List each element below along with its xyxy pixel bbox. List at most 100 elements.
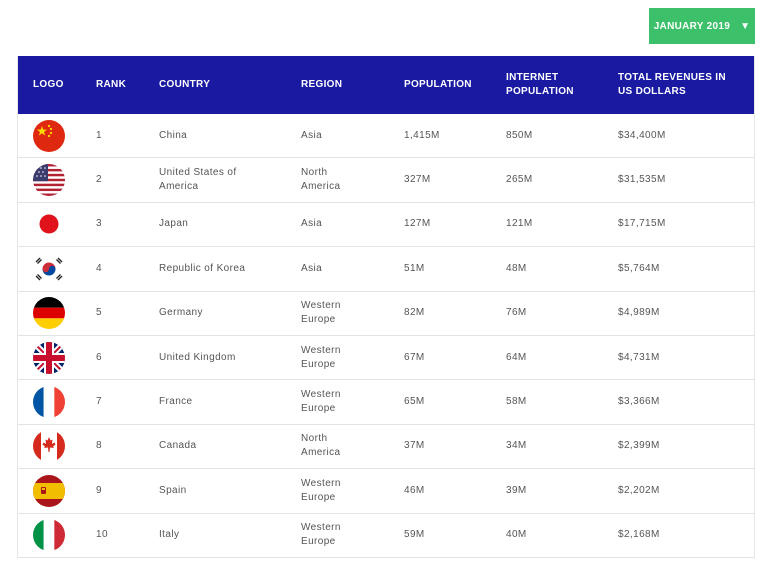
region-cell-text: Western: [301, 522, 341, 534]
internet-population-cell: 121M: [506, 217, 533, 231]
country-cell-text: America: [159, 181, 199, 193]
spain-flag-icon: [33, 474, 65, 507]
region-cell: Western Europe: [301, 299, 341, 327]
revenue-cell-text: $2,399M: [618, 440, 660, 452]
region-cell-text: Asia: [301, 129, 323, 141]
country-cell-text: United Kingdom: [159, 351, 236, 363]
rank-cell-text: 1: [96, 129, 102, 141]
country-cell: Japan: [159, 217, 188, 231]
region-cell-text: Europe: [301, 536, 336, 548]
revenue-cell-text: $2,168M: [618, 529, 660, 541]
rank-cell-text: 5: [96, 307, 102, 319]
population-cell: 327M: [404, 173, 431, 187]
country-cell-text: Japan: [159, 218, 189, 230]
population-cell: 59M: [404, 528, 425, 542]
rank-cell: 7: [96, 395, 102, 409]
internet-population-cell: 58M: [506, 395, 527, 409]
internet-population-cell-text: 121M: [506, 218, 533, 230]
revenue-cell: $2,202M: [618, 484, 660, 498]
internet-population-cell: 34M: [506, 439, 527, 453]
internet-population-cell: 850M: [506, 129, 533, 143]
region-cell-text: Asia: [301, 218, 323, 230]
revenue-cell: $4,731M: [618, 351, 660, 365]
internet-population-cell-text: 34M: [506, 440, 527, 452]
internet-population-cell: 76M: [506, 306, 527, 320]
rank-cell-text: 3: [96, 218, 102, 230]
revenue-cell: $17,715M: [618, 217, 666, 231]
population-cell-text: 67M: [404, 351, 425, 363]
header-logo: LOGO: [33, 79, 64, 90]
table-body: 1 China Asia 1,415M 850M $34,400M 2 United Stat…: [18, 114, 754, 558]
revenue-cell-text: $4,989M: [618, 307, 660, 319]
header-rank: RANK: [96, 79, 127, 90]
table-row: 10 Italy Western Europe 59M 40M $2,168M: [18, 514, 754, 558]
revenue-cell-text: $4,731M: [618, 351, 660, 363]
country-cell: Italy: [159, 528, 179, 542]
rank-cell-text: 2: [96, 174, 102, 186]
population-cell: 127M: [404, 217, 431, 231]
table-row: 7 France Western Europe 65M 58M $3,366M: [18, 380, 754, 425]
rank-cell-text: 4: [96, 262, 102, 274]
korea-flag-icon: [33, 252, 65, 285]
header-region: REGION: [301, 79, 343, 90]
population-cell-text: 37M: [404, 440, 425, 452]
date-selector-button[interactable]: JANUARY 2019 ▼: [649, 8, 755, 44]
population-cell: 46M: [404, 484, 425, 498]
revenue-cell: $4,989M: [618, 306, 660, 320]
country-cell: United Kingdom: [159, 351, 236, 365]
population-cell: 67M: [404, 351, 425, 365]
region-cell: Western Europe: [301, 477, 341, 505]
date-selector-label: JANUARY 2019: [653, 20, 731, 32]
revenue-cell-text: $2,202M: [618, 484, 660, 496]
country-cell-text: Spain: [159, 484, 187, 496]
germany-flag-icon: [33, 297, 65, 330]
table-row: 2 United States of America North America 327M…: [18, 158, 754, 203]
population-cell-text: 327M: [404, 174, 431, 186]
rank-cell: 10: [96, 528, 108, 542]
header-internet-line2: POPULATION: [506, 86, 574, 97]
country-cell: United States of America: [159, 166, 237, 194]
revenue-cell-text: $34,400M: [618, 129, 666, 141]
country-cell: Spain: [159, 484, 187, 498]
revenue-cell-text: $31,535M: [618, 174, 666, 186]
country-cell: Republic of Korea: [159, 262, 245, 276]
population-cell: 51M: [404, 262, 425, 276]
revenue-cell: $2,168M: [618, 528, 660, 542]
country-cell: China: [159, 129, 187, 143]
france-flag-icon: [33, 386, 65, 419]
internet-population-cell: 64M: [506, 351, 527, 365]
country-cell-text: China: [159, 129, 188, 141]
rankings-table: LOGO RANK COUNTRY REGION POPULATION INTE…: [17, 56, 755, 558]
region-cell: Western Europe: [301, 521, 341, 549]
population-cell-text: 127M: [404, 218, 431, 230]
population-cell: 1,415M: [404, 129, 440, 143]
rank-cell-text: 8: [96, 440, 102, 452]
population-cell-text: 82M: [404, 307, 425, 319]
rank-cell-text: 10: [96, 529, 108, 541]
table-row: 5 Germany Western Europe 82M 76M $4,989M: [18, 292, 754, 336]
population-cell: 37M: [404, 439, 425, 453]
internet-population-cell-text: 58M: [506, 396, 527, 408]
country-cell: Germany: [159, 306, 203, 320]
japan-flag-icon: [33, 208, 65, 241]
country-cell-text: Germany: [159, 307, 203, 319]
region-cell-text: Europe: [301, 314, 336, 326]
population-cell: 65M: [404, 395, 425, 409]
usa-flag-icon: [33, 164, 65, 197]
rank-cell-text: 9: [96, 484, 102, 496]
country-cell: Canada: [159, 439, 196, 453]
caret-down-icon: ▼: [740, 20, 751, 32]
internet-population-cell: 39M: [506, 484, 527, 498]
population-cell: 82M: [404, 306, 425, 320]
revenue-cell: $3,366M: [618, 395, 660, 409]
header-population: POPULATION: [404, 79, 472, 90]
internet-population-cell-text: 265M: [506, 174, 533, 186]
rank-cell: 6: [96, 351, 102, 365]
region-cell: Asia: [301, 129, 322, 143]
region-cell-text: Western: [301, 389, 341, 401]
china-flag-icon: [33, 119, 65, 152]
header-revenue: TOTAL REVENUES IN US DOLLARS: [618, 71, 726, 99]
country-cell-text: United States of: [159, 167, 237, 179]
rank-cell: 2: [96, 173, 102, 187]
table-row: 8 Canada North America 37M 34M $2,399M: [18, 425, 754, 470]
